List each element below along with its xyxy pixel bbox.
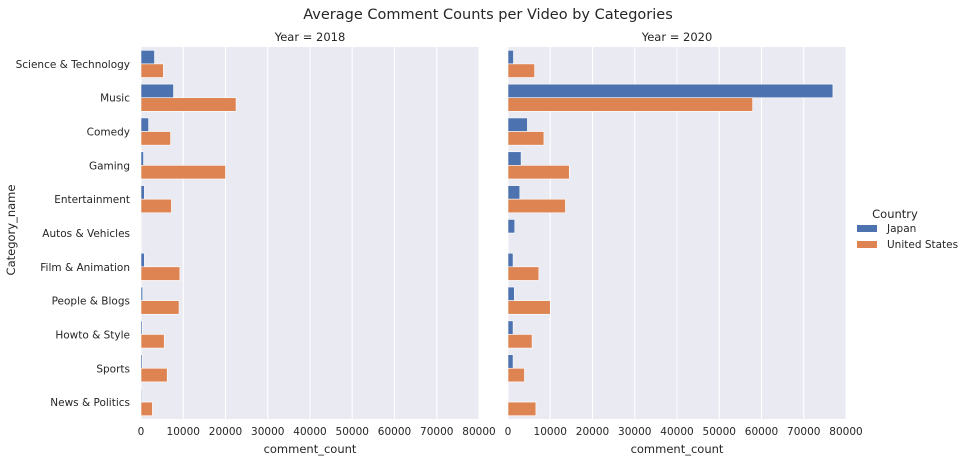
chart-title: Average Comment Counts per Video by Cate…	[303, 7, 673, 23]
bar	[140, 286, 143, 301]
y-tick-label: Music	[100, 93, 130, 105]
bar	[507, 165, 570, 180]
x-tick-label: 10000	[534, 426, 567, 438]
y-tick-label: People & Blogs	[52, 296, 130, 308]
y-tick-label: News & Politics	[50, 397, 130, 409]
x-tick-label: 40000	[660, 426, 693, 438]
bar	[140, 300, 180, 315]
bar	[140, 131, 171, 146]
bar	[140, 401, 153, 416]
x-tick-label: 10000	[167, 426, 200, 438]
legend: Country Japan United States	[857, 207, 958, 251]
bar	[507, 131, 545, 146]
x-tick-label: 30000	[618, 426, 651, 438]
x-tick-label: 70000	[420, 426, 453, 438]
y-tick-label: Entertainment	[54, 194, 130, 206]
bar	[140, 151, 144, 166]
y-tick-label: Film & Animation	[40, 262, 130, 274]
legend-title: Country	[872, 207, 918, 221]
facets: 0 10000 20000 30000 40000 50000 60000 70000 8000…	[16, 30, 863, 456]
x-tick-label: 60000	[378, 426, 411, 438]
legend-entry: Japan	[886, 223, 916, 235]
bar	[140, 367, 168, 383]
bar	[507, 401, 537, 416]
bar	[140, 198, 172, 214]
x-tick-label: 60000	[745, 426, 778, 438]
y-tick-label: Comedy	[87, 127, 130, 139]
bar	[507, 117, 528, 132]
bar	[507, 97, 753, 112]
facet-title: Year = 2018	[274, 30, 346, 44]
x-tick-label: 30000	[251, 426, 284, 438]
x-tick-label: 20000	[209, 426, 242, 438]
bar	[507, 286, 515, 301]
x-tick-label: 0	[505, 426, 512, 438]
legend-swatch	[857, 241, 877, 248]
bar	[140, 266, 181, 281]
bar	[140, 334, 165, 349]
bar	[140, 83, 174, 99]
bar	[507, 63, 535, 78]
y-tick-labels: Science & Technology Music Comedy Gaming Ent…	[16, 59, 131, 409]
bar	[140, 320, 143, 335]
y-tick-label: Gaming	[89, 160, 130, 172]
legend-swatch	[857, 225, 877, 232]
bar	[140, 185, 145, 200]
bar	[507, 151, 522, 166]
y-tick-label: Sports	[96, 363, 130, 375]
legend-entry: United States	[887, 239, 958, 251]
x-tick-label: 0	[138, 426, 145, 438]
bar	[140, 388, 143, 403]
bar	[140, 354, 143, 369]
bar	[507, 300, 551, 315]
x-tick-label: 40000	[293, 426, 326, 438]
bar	[507, 185, 521, 200]
bar	[507, 367, 525, 383]
facet-title: Year = 2020	[641, 30, 713, 44]
bar	[140, 97, 237, 112]
x-tick-label: 20000	[576, 426, 609, 438]
x-axis-label: comment_count	[264, 442, 357, 456]
y-tick-label: Autos & Vehicles	[42, 228, 130, 240]
bar	[507, 198, 566, 214]
bar	[507, 320, 514, 335]
bar	[140, 165, 226, 180]
bar	[507, 252, 514, 268]
bar	[140, 63, 164, 78]
bar	[507, 266, 540, 281]
x-tick-label: 80000	[462, 426, 495, 438]
facet-panel-2: 0 10000 20000 30000 40000 50000 60000 70000 8000…	[505, 30, 863, 456]
y-tick-label: Howto & Style	[55, 329, 130, 341]
y-tick-label: Science & Technology	[16, 59, 130, 71]
x-tick-label: 50000	[336, 426, 369, 438]
bar	[140, 117, 149, 132]
bar	[507, 50, 514, 65]
bar	[507, 354, 514, 369]
bar	[507, 334, 533, 349]
bar	[140, 50, 155, 65]
bar	[140, 252, 145, 268]
x-tick-label: 70000	[787, 426, 820, 438]
bar	[507, 83, 834, 99]
x-axis-label: comment_count	[631, 442, 724, 456]
bar	[507, 219, 516, 234]
facet-panel-1: 0 10000 20000 30000 40000 50000 60000 70000 8000…	[138, 30, 496, 456]
x-tick-label: 80000	[829, 426, 862, 438]
y-axis-label: Category_name	[4, 185, 18, 276]
x-tick-label: 50000	[703, 426, 736, 438]
